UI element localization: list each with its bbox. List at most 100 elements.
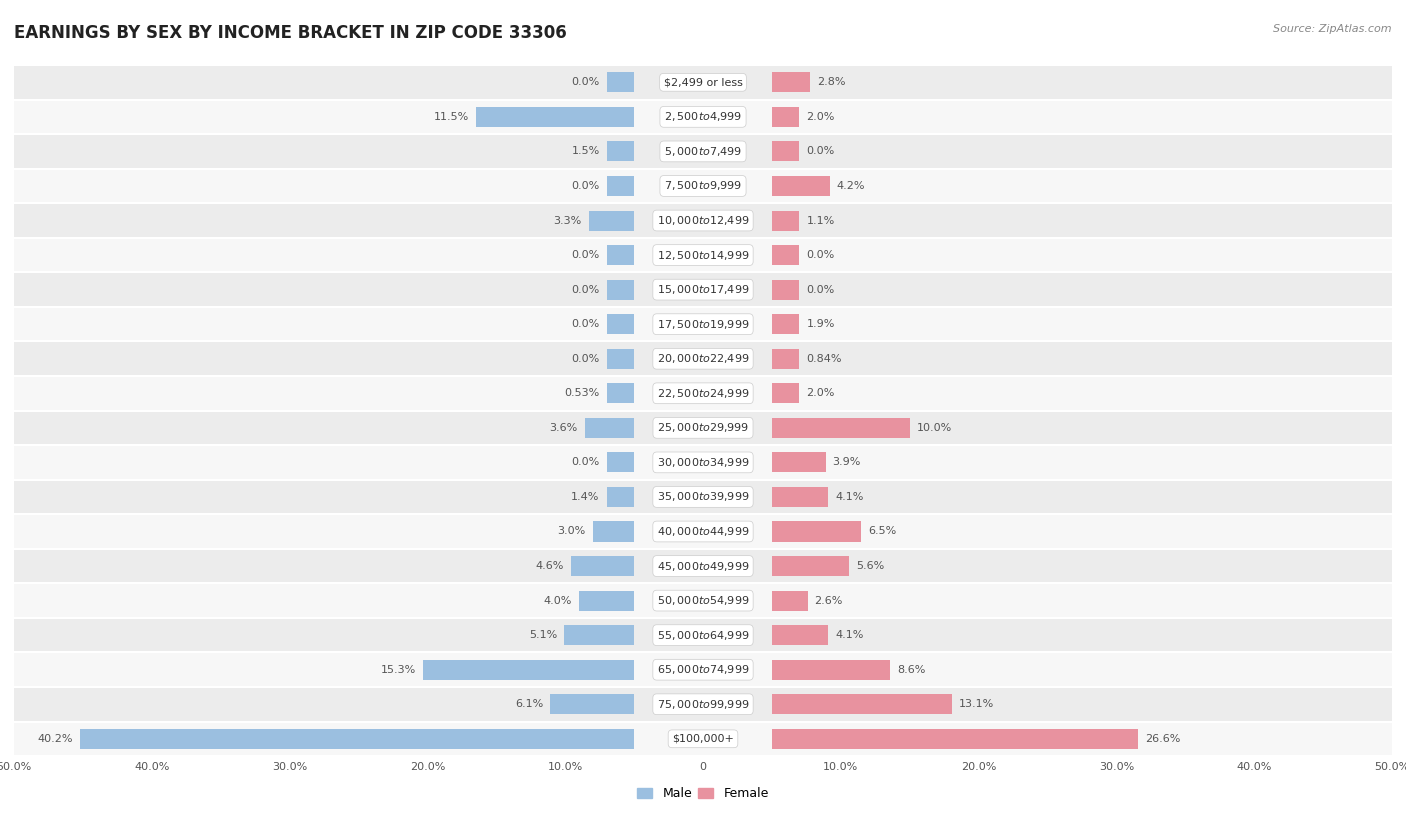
Text: 0.0%: 0.0% [807,146,835,156]
Text: $7,500 to $9,999: $7,500 to $9,999 [664,180,742,193]
Text: 0.0%: 0.0% [571,354,599,363]
Bar [772,694,952,715]
Text: 1.5%: 1.5% [571,146,599,156]
Text: 3.6%: 3.6% [550,423,578,433]
Bar [14,341,1392,376]
Text: 40.2%: 40.2% [38,734,73,744]
Text: $15,000 to $17,499: $15,000 to $17,499 [657,283,749,296]
Bar [606,141,634,162]
Text: 4.0%: 4.0% [544,596,572,606]
Bar [772,349,800,369]
Text: 1.4%: 1.4% [571,492,599,502]
Bar [585,418,634,438]
Text: 2.0%: 2.0% [807,112,835,122]
Text: $65,000 to $74,999: $65,000 to $74,999 [657,663,749,676]
Bar [14,237,1392,272]
Text: $45,000 to $49,999: $45,000 to $49,999 [657,559,749,572]
Bar [772,625,828,646]
Bar [14,169,1392,203]
Text: $5,000 to $7,499: $5,000 to $7,499 [664,145,742,158]
Bar [589,211,634,231]
Bar [772,107,800,127]
Bar [772,452,825,472]
Text: 0.0%: 0.0% [807,250,835,260]
Text: 0.0%: 0.0% [571,285,599,294]
Text: $55,000 to $64,999: $55,000 to $64,999 [657,628,749,641]
Bar [772,487,828,507]
Text: $25,000 to $29,999: $25,000 to $29,999 [657,421,749,434]
Text: $22,500 to $24,999: $22,500 to $24,999 [657,387,749,400]
Text: 2.6%: 2.6% [814,596,844,606]
Bar [14,515,1392,549]
Text: 3.9%: 3.9% [832,458,860,467]
Bar [772,314,800,334]
Text: EARNINGS BY SEX BY INCOME BRACKET IN ZIP CODE 33306: EARNINGS BY SEX BY INCOME BRACKET IN ZIP… [14,24,567,42]
Text: 5.1%: 5.1% [529,630,557,640]
Text: $50,000 to $54,999: $50,000 to $54,999 [657,594,749,607]
Bar [579,590,634,611]
Bar [606,314,634,334]
Text: $75,000 to $99,999: $75,000 to $99,999 [657,698,749,711]
Bar [772,590,807,611]
Text: 13.1%: 13.1% [959,699,994,709]
Bar [772,176,830,196]
Bar [606,176,634,196]
Bar [772,659,890,680]
Text: 3.0%: 3.0% [558,527,586,537]
Text: 6.5%: 6.5% [869,527,897,537]
Bar [772,556,849,576]
Bar [14,480,1392,515]
Bar [606,280,634,300]
Bar [14,65,1392,99]
Bar [606,452,634,472]
Bar [14,411,1392,446]
Text: 10.0%: 10.0% [917,423,952,433]
Bar [772,521,862,541]
Bar [14,272,1392,307]
Text: 8.6%: 8.6% [897,665,925,675]
Text: 15.3%: 15.3% [381,665,416,675]
Bar [14,722,1392,756]
Text: 0.53%: 0.53% [564,389,599,398]
Text: $35,000 to $39,999: $35,000 to $39,999 [657,490,749,503]
Text: 0.0%: 0.0% [807,285,835,294]
Bar [14,99,1392,134]
Text: 1.9%: 1.9% [807,320,835,329]
Text: 4.1%: 4.1% [835,492,863,502]
Text: 0.0%: 0.0% [571,181,599,191]
Bar [14,203,1392,237]
Legend: Male, Female: Male, Female [633,782,773,805]
Text: 26.6%: 26.6% [1146,734,1181,744]
Bar [80,728,634,749]
Text: $20,000 to $22,499: $20,000 to $22,499 [657,352,749,365]
Text: 4.6%: 4.6% [536,561,564,571]
Bar [14,687,1392,722]
Text: 2.0%: 2.0% [807,389,835,398]
Bar [14,584,1392,618]
Text: $100,000+: $100,000+ [672,734,734,744]
Bar [14,652,1392,687]
Text: 0.0%: 0.0% [571,458,599,467]
Text: 3.3%: 3.3% [554,215,582,225]
Bar [772,245,800,265]
Text: $40,000 to $44,999: $40,000 to $44,999 [657,525,749,538]
Text: $12,500 to $14,999: $12,500 to $14,999 [657,249,749,262]
Text: 1.1%: 1.1% [807,215,835,225]
Bar [550,694,634,715]
Bar [606,487,634,507]
Bar [772,211,800,231]
Bar [606,349,634,369]
Text: $2,500 to $4,999: $2,500 to $4,999 [664,111,742,124]
Text: 2.8%: 2.8% [817,77,846,87]
Bar [564,625,634,646]
Text: 0.0%: 0.0% [571,320,599,329]
Text: 0.0%: 0.0% [571,77,599,87]
Text: 5.6%: 5.6% [856,561,884,571]
Text: 0.84%: 0.84% [807,354,842,363]
Bar [593,521,634,541]
Bar [14,134,1392,169]
Bar [772,728,1139,749]
Text: 4.1%: 4.1% [835,630,863,640]
Bar [14,376,1392,411]
Text: $2,499 or less: $2,499 or less [664,77,742,87]
